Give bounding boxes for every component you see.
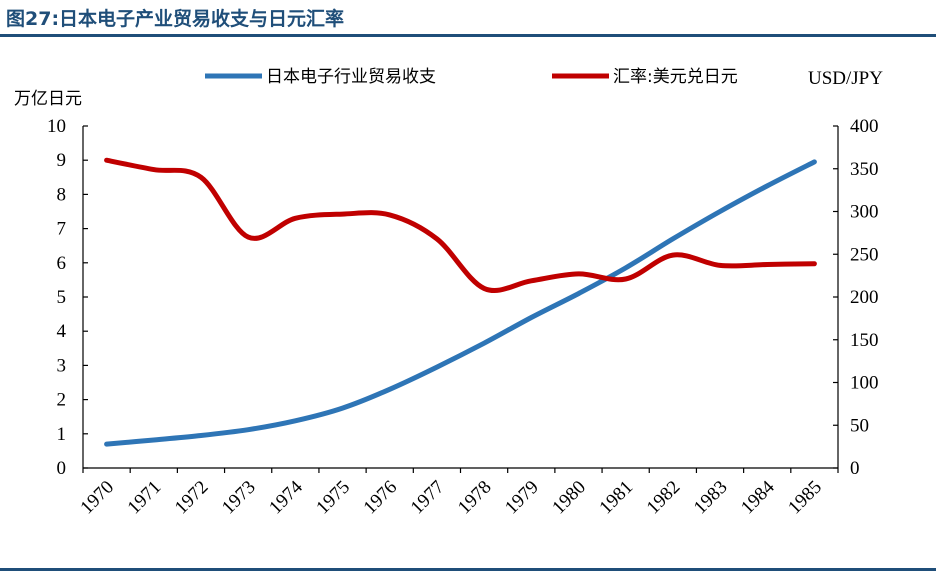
right-tick-label: 350 — [850, 159, 879, 180]
x-tick-label: 1976 — [360, 477, 402, 519]
left-axis-unit: 万亿日元 — [14, 89, 82, 109]
title-rule — [0, 34, 936, 37]
right-tick-label: 200 — [850, 287, 879, 308]
legend-label-electronics: 日本电子行业贸易收支 — [266, 67, 436, 87]
x-tick-label: 1983 — [690, 477, 732, 519]
right-tick-label: 50 — [850, 415, 869, 436]
tick-labels: 0123456789100501001502002503003504001970… — [47, 116, 879, 518]
left-tick-label: 3 — [57, 355, 67, 376]
x-tick-label: 1985 — [784, 477, 826, 519]
right-tick-label: 0 — [850, 458, 860, 479]
left-tick-label: 8 — [57, 184, 67, 205]
left-tick-label: 2 — [57, 390, 67, 411]
x-tick-label: 1981 — [595, 477, 637, 519]
right-tick-label: 400 — [850, 116, 879, 137]
left-tick-label: 7 — [57, 219, 67, 240]
x-tick-label: 1977 — [407, 477, 449, 519]
legend-label-fx: 汇率:美元兑日元 — [613, 67, 738, 87]
x-tick-label: 1984 — [737, 476, 779, 518]
x-tick-label: 1975 — [312, 477, 354, 519]
right-tick-label: 150 — [850, 330, 879, 351]
series-lines — [104, 157, 817, 447]
left-tick-label: 0 — [57, 458, 67, 479]
x-tick-label: 1979 — [501, 477, 543, 519]
x-tick-label: 1974 — [265, 476, 307, 518]
legend: 日本电子行业贸易收支 汇率:美元兑日元 — [205, 67, 738, 87]
right-axis-unit: USD/JPY — [808, 68, 883, 89]
x-tick-label: 1980 — [548, 477, 590, 519]
axes — [82, 125, 839, 473]
bottom-rule — [0, 568, 936, 571]
left-tick-label: 5 — [57, 287, 67, 308]
left-tick-label: 6 — [57, 253, 67, 274]
x-tick-label: 1982 — [643, 477, 685, 519]
right-tick-label: 250 — [850, 244, 879, 265]
left-tick-label: 10 — [47, 116, 66, 137]
x-tick-label: 1970 — [76, 477, 118, 519]
left-tick-label: 1 — [57, 424, 67, 445]
left-tick-label: 9 — [57, 150, 67, 171]
x-tick-label: 1978 — [454, 477, 496, 519]
x-tick-label: 1971 — [124, 477, 166, 519]
x-tick-label: 1973 — [218, 477, 260, 519]
figure-title: 图27:日本电子产业贸易收支与日元汇率 — [6, 8, 345, 30]
right-tick-label: 300 — [850, 202, 879, 223]
x-tick-label: 1972 — [171, 477, 213, 519]
left-tick-label: 4 — [57, 321, 67, 342]
series-line-electronics-trade-balance — [104, 159, 817, 447]
right-tick-label: 100 — [850, 373, 879, 394]
series-line-usd-jpy — [104, 157, 817, 293]
